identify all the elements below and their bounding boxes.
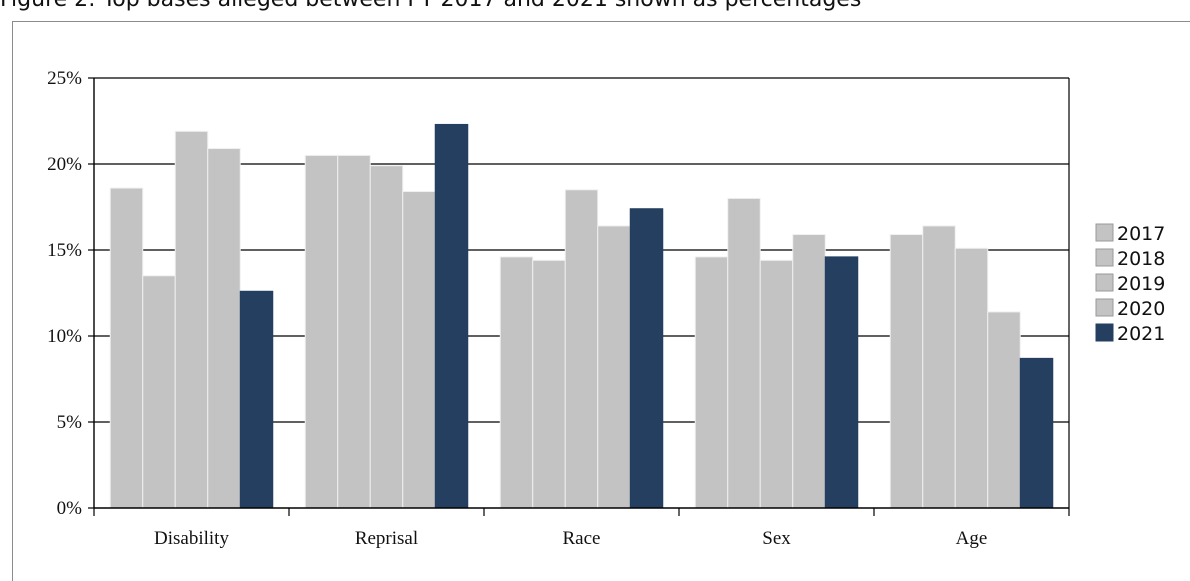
bar-disability-2021: [239, 290, 274, 509]
bar-race-2018: [532, 259, 566, 509]
bar-reprisal-2017: [304, 154, 339, 509]
bar-sex-2021: [824, 256, 859, 509]
bar-race-2019: [564, 189, 599, 509]
figure-title: Figure 2: Top bases alleged between FY 2…: [0, 0, 861, 12]
bar-reprisal-2019: [369, 165, 404, 509]
y-tick-label: 15%: [47, 240, 82, 261]
legend-label: 2019: [1117, 273, 1165, 295]
y-tick-label: 5%: [57, 412, 83, 433]
bar-age-2017: [889, 234, 924, 509]
legend-swatch: [1095, 223, 1114, 242]
x-category-label: Sex: [762, 528, 791, 549]
bar-age-2020: [987, 311, 1021, 509]
legend-label: 2020: [1117, 298, 1165, 320]
bar-sex-2020: [792, 234, 826, 509]
x-category-label: Reprisal: [355, 528, 418, 549]
chart-frame: [12, 21, 1190, 581]
bar-race-2021: [629, 208, 664, 509]
bar-sex-2017: [694, 256, 729, 509]
legend: 2017 2018 2019 2020 2021: [1095, 223, 1165, 345]
x-category-label: Race: [563, 528, 601, 549]
legend-label: 2021: [1117, 323, 1165, 345]
axes: 0% 5% 10% 15% 20% 25% Disability Reprisal Race Se…: [47, 68, 1070, 549]
y-tick-label: 10%: [47, 326, 82, 347]
bar-sex-2019: [759, 259, 794, 509]
bars: [109, 123, 1054, 509]
legend-swatch: [1095, 323, 1114, 342]
legend-label: 2017: [1117, 223, 1165, 245]
bar-race-2017: [499, 256, 534, 509]
y-tick-label: 25%: [47, 68, 82, 89]
bar-race-2020: [597, 225, 631, 509]
legend-swatch: [1095, 298, 1114, 317]
bar-sex-2018: [727, 197, 761, 509]
x-category-label: Disability: [154, 528, 229, 549]
bar-reprisal-2018: [337, 154, 371, 509]
bar-age-2019: [954, 247, 989, 509]
bar-disability-2019: [174, 130, 209, 509]
bar-age-2018: [922, 225, 956, 509]
y-tick-label: 0%: [57, 498, 83, 519]
x-category-label: Age: [956, 528, 988, 549]
legend-label: 2018: [1117, 248, 1165, 270]
bar-disability-2020: [207, 148, 241, 509]
bar-disability-2017: [109, 187, 144, 509]
bar-age-2021: [1019, 357, 1054, 509]
bar-disability-2018: [142, 275, 176, 509]
bar-reprisal-2021: [434, 123, 469, 509]
bar-reprisal-2020: [402, 191, 436, 509]
legend-swatch: [1095, 273, 1114, 292]
legend-swatch: [1095, 248, 1114, 267]
y-tick-label: 20%: [47, 154, 82, 175]
